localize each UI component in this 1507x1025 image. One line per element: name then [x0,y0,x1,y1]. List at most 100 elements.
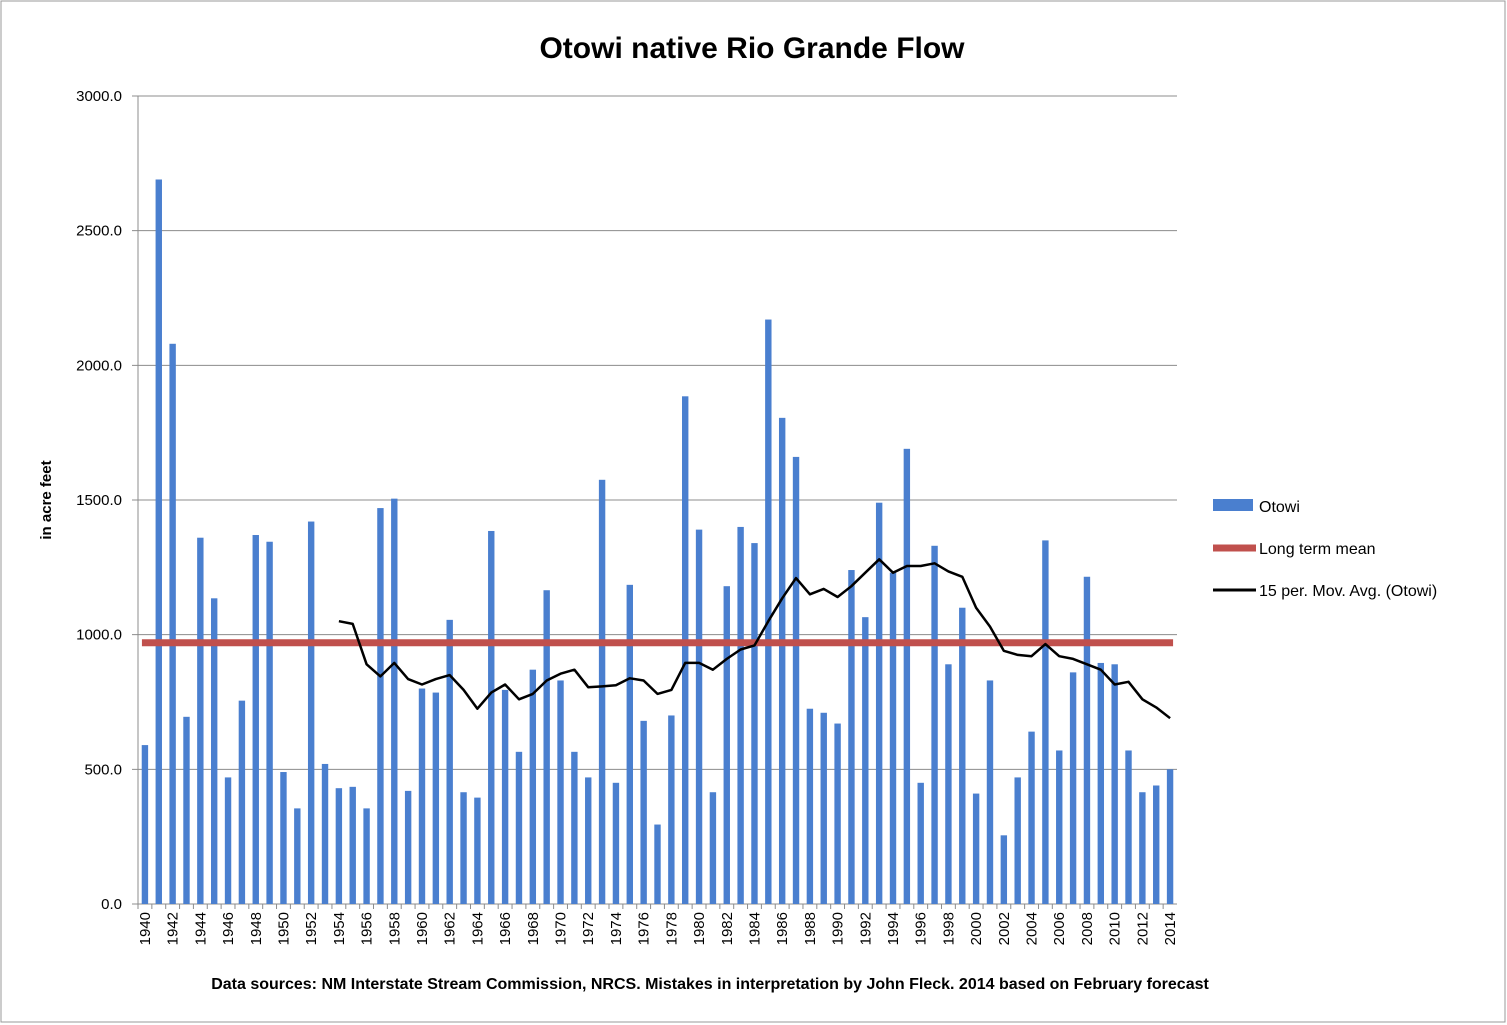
bar [224,777,232,904]
bar [875,502,883,904]
x-tick-label: 1980 [691,912,708,945]
bar [1139,792,1146,904]
x-tick-label: 1972 [580,912,597,945]
bar [834,723,841,904]
x-tick-label: 2000 [968,912,985,945]
bar [141,745,149,904]
bar [986,680,994,904]
x-tick-label: 1940 [137,912,154,945]
bar [266,541,273,904]
bar [792,456,800,904]
bar [474,797,481,904]
bar [349,786,356,904]
bar [931,545,938,904]
bar [765,319,772,905]
bar [1056,750,1063,904]
bar [335,788,343,904]
x-tick-label: 2006 [1051,912,1068,945]
bar [682,396,689,904]
footnote: Data sources: NM Interstate Stream Commi… [211,976,1209,993]
bar [1097,662,1105,904]
bar [1014,777,1021,904]
x-tick-label: 1966 [497,912,514,945]
x-tick-label: 1982 [719,912,736,945]
bar [307,521,315,904]
bar [404,790,412,904]
x-tick-label: 1970 [553,912,570,945]
bar [585,777,592,904]
x-tick-label: 1956 [359,912,376,945]
legend-swatch [1213,499,1253,511]
x-tick-label: 1990 [830,912,847,945]
x-tick-label: 1996 [913,912,930,945]
x-tick-label: 1994 [885,912,902,945]
x-tick-label: 2010 [1107,912,1124,945]
bar [1028,731,1035,904]
x-tick-label: 2012 [1134,912,1151,945]
bar [723,586,730,904]
bar [709,792,717,904]
bar [598,479,606,904]
bar [820,712,827,904]
legend-label: 15 per. Mov. Avg. (Otowi) [1259,583,1437,600]
bar [903,448,911,904]
bar [543,590,550,904]
x-tick-label: 1960 [414,912,431,945]
x-tick-label: 1968 [525,912,542,945]
bar [668,715,675,904]
x-tick-label: 1988 [802,912,819,945]
bar [377,508,384,904]
bar [945,664,952,904]
y-tick-label: 1500.0 [76,492,122,509]
x-tick-label: 1962 [442,912,459,945]
bar [155,179,162,904]
bar [238,700,246,904]
x-tick-label: 1942 [165,912,182,945]
bar [183,716,190,904]
bar [446,619,453,904]
y-tick-label: 1000.0 [76,627,122,644]
bar [695,529,703,904]
x-tick-label: 1944 [192,912,209,945]
bar [889,572,897,904]
bar [391,498,398,904]
bar [1083,576,1091,904]
bar [294,808,301,904]
x-tick-label: 1952 [303,912,320,945]
bar [363,808,370,904]
bar [751,543,758,904]
bar [515,751,523,904]
bar [640,720,647,904]
bar [1000,835,1008,904]
bar [488,530,495,904]
y-tick-label: 500.0 [84,761,122,778]
bar [1125,750,1132,904]
x-tick-label: 1984 [746,912,763,945]
bar [654,824,661,904]
x-tick-label: 1948 [248,912,265,945]
bar [959,607,966,904]
x-tick-label: 1950 [275,912,292,945]
bar [972,793,980,904]
bar [460,792,467,904]
x-tick-label: 1998 [940,912,957,945]
bar [529,669,537,904]
x-tick-label: 2014 [1162,912,1179,945]
x-tick-label: 1992 [857,912,874,945]
legend-label: Long term mean [1259,541,1376,558]
y-tick-label: 0.0 [101,896,122,913]
x-tick-label: 1958 [386,912,403,945]
bar [571,751,578,904]
x-tick-label: 1946 [220,912,237,945]
y-axis-label: in acre feet [38,460,55,539]
bar [848,570,855,904]
x-tick-label: 1954 [331,912,348,945]
x-tick-label: 2004 [1024,912,1041,945]
x-tick-label: 2008 [1079,912,1096,945]
bar [737,526,744,904]
bar [1042,540,1049,904]
x-tick-label: 1978 [663,912,680,945]
bar [862,617,869,904]
x-tick-label: 2002 [996,912,1013,945]
